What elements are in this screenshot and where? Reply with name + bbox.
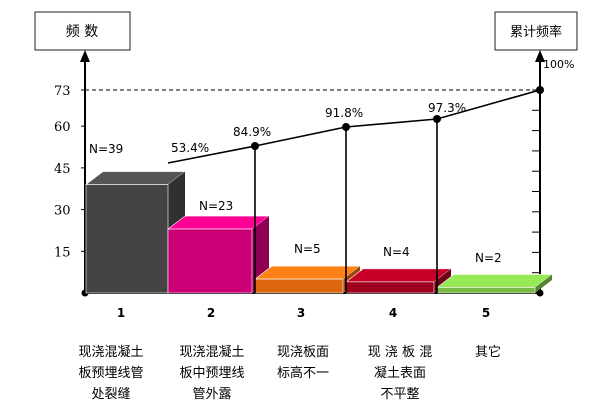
left-tick-label: 60: [54, 120, 71, 135]
bar-front-face: [254, 278, 344, 294]
cumulative-label: 53.4%: [171, 141, 209, 155]
left-axis-title: 频 数: [66, 24, 98, 40]
cumulative-point: [536, 86, 544, 94]
bars: N=39 N=23 N=5 N=4 N=2: [85, 142, 553, 294]
category-name-line: 凝土表面: [374, 365, 426, 381]
right-top-label: 100%: [543, 58, 574, 71]
bar-front-face: [345, 281, 435, 294]
category-name-line: 不平整: [380, 387, 419, 402]
category-name-line: 现 浇 板 混: [368, 345, 432, 360]
cumulative-line: 53.4% 84.9% 91.8% 97.3%: [167, 86, 544, 293]
category-name-line: 板中预埋线: [179, 366, 244, 381]
category-name-line: 管外露: [192, 387, 231, 402]
left-tick-label: 45: [54, 162, 71, 177]
bar-top-face: [436, 274, 553, 288]
right-axis-title-box: 累计频率: [494, 11, 578, 51]
left-axis-arrow: [80, 50, 90, 62]
bar-value-label: N=2: [475, 251, 502, 265]
bar-value-label: N=39: [89, 142, 123, 156]
cumulative-label: 84.9%: [233, 125, 271, 139]
bar-top-face: [254, 265, 361, 280]
bar: [436, 274, 553, 294]
bar-top-face: [85, 171, 186, 185]
right-axis-arrow: [535, 50, 545, 62]
left-tick-label: 15: [54, 245, 71, 260]
category-index: 2: [207, 306, 215, 320]
left-ticks: 15 30 45 60 73: [54, 84, 85, 260]
category-name-line: 现浇混凝土: [179, 344, 244, 360]
category-index: 4: [389, 306, 397, 320]
category-name-line: 处裂缝: [91, 387, 130, 402]
bar-front-face: [436, 287, 536, 294]
bar-top-face: [167, 215, 270, 230]
cumulative-label: 91.8%: [325, 106, 363, 120]
cumulative-point: [251, 142, 259, 150]
bar: [85, 171, 186, 294]
bar-top-face: [345, 268, 452, 283]
bar-front-face: [85, 184, 169, 294]
category-name-line: 板预埋线管: [78, 366, 143, 381]
category-index: 3: [297, 306, 305, 320]
category-name-line: 现浇混凝土: [78, 344, 143, 360]
cumulative-label: 97.3%: [428, 101, 466, 115]
cumulative-polyline: [167, 89, 541, 164]
x-axis-right-dot: [536, 289, 544, 297]
category-name-line: 其它: [475, 344, 501, 360]
category-index: 5: [482, 306, 490, 320]
bar-front-face: [167, 228, 253, 294]
bar-side-face: [535, 274, 552, 293]
bar-value-label: N=5: [294, 242, 321, 256]
bar: [254, 265, 361, 294]
bar: [167, 215, 270, 294]
cumulative-point: [433, 115, 441, 123]
bar: [345, 268, 452, 294]
right-axis-title: 累计频率: [510, 24, 562, 40]
cumulative-point: [342, 123, 350, 131]
left-tick-label: 30: [54, 204, 71, 219]
category-name-line: 现浇板面: [277, 345, 329, 360]
bar-value-label: N=4: [383, 245, 410, 259]
category-index: 1: [117, 306, 125, 320]
left-tick-label: 73: [54, 84, 71, 99]
category-name-line: 标高不一: [277, 365, 329, 381]
right-ticks: [532, 89, 540, 274]
left-axis-title-box: 频 数: [34, 11, 131, 51]
bar-value-label: N=23: [199, 199, 233, 213]
